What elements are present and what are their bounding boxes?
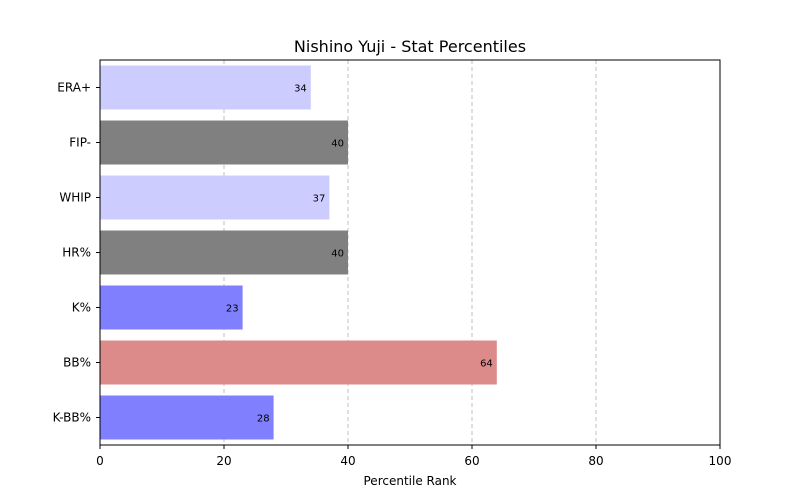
bar-value-label: 34 xyxy=(294,84,307,95)
bar xyxy=(100,120,348,165)
plot-frame xyxy=(99,59,721,446)
bar xyxy=(100,230,348,275)
x-tick-label: 80 xyxy=(588,454,603,468)
x-axis-ticks: 0 20 40 60 80 100 xyxy=(96,445,731,468)
bar xyxy=(100,285,243,330)
x-tick-label: 100 xyxy=(709,454,732,468)
bar xyxy=(100,175,330,220)
x-tick-label: 0 xyxy=(96,454,104,468)
y-tick-label: WHIP xyxy=(59,191,91,205)
bars: 34 40 37 40 23 64 28 xyxy=(100,65,497,440)
bar-value-label: 40 xyxy=(331,139,344,150)
y-tick-label: K-BB% xyxy=(53,411,91,425)
bar-value-label: 40 xyxy=(331,249,344,260)
bar-value-label: 28 xyxy=(257,414,270,425)
bar xyxy=(100,395,274,440)
y-tick-label: ERA+ xyxy=(57,81,91,95)
bar-value-label: 37 xyxy=(313,194,326,205)
y-tick-label: HR% xyxy=(62,246,91,260)
chart-title: Nishino Yuji - Stat Percentiles xyxy=(294,37,526,56)
bar-value-label: 64 xyxy=(480,359,493,370)
y-tick-label: BB% xyxy=(63,356,91,370)
y-axis-ticks: ERA+ FIP- WHIP HR% K% BB% K-BB% xyxy=(53,81,100,425)
bar xyxy=(100,340,497,385)
y-tick-label: K% xyxy=(72,301,91,315)
bar-value-label: 23 xyxy=(226,304,239,315)
x-tick-label: 60 xyxy=(464,454,479,468)
bar xyxy=(100,65,311,110)
x-tick-label: 40 xyxy=(340,454,355,468)
x-axis-label: Percentile Rank xyxy=(364,474,457,488)
y-tick-label: FIP- xyxy=(69,136,91,150)
x-tick-label: 20 xyxy=(216,454,231,468)
